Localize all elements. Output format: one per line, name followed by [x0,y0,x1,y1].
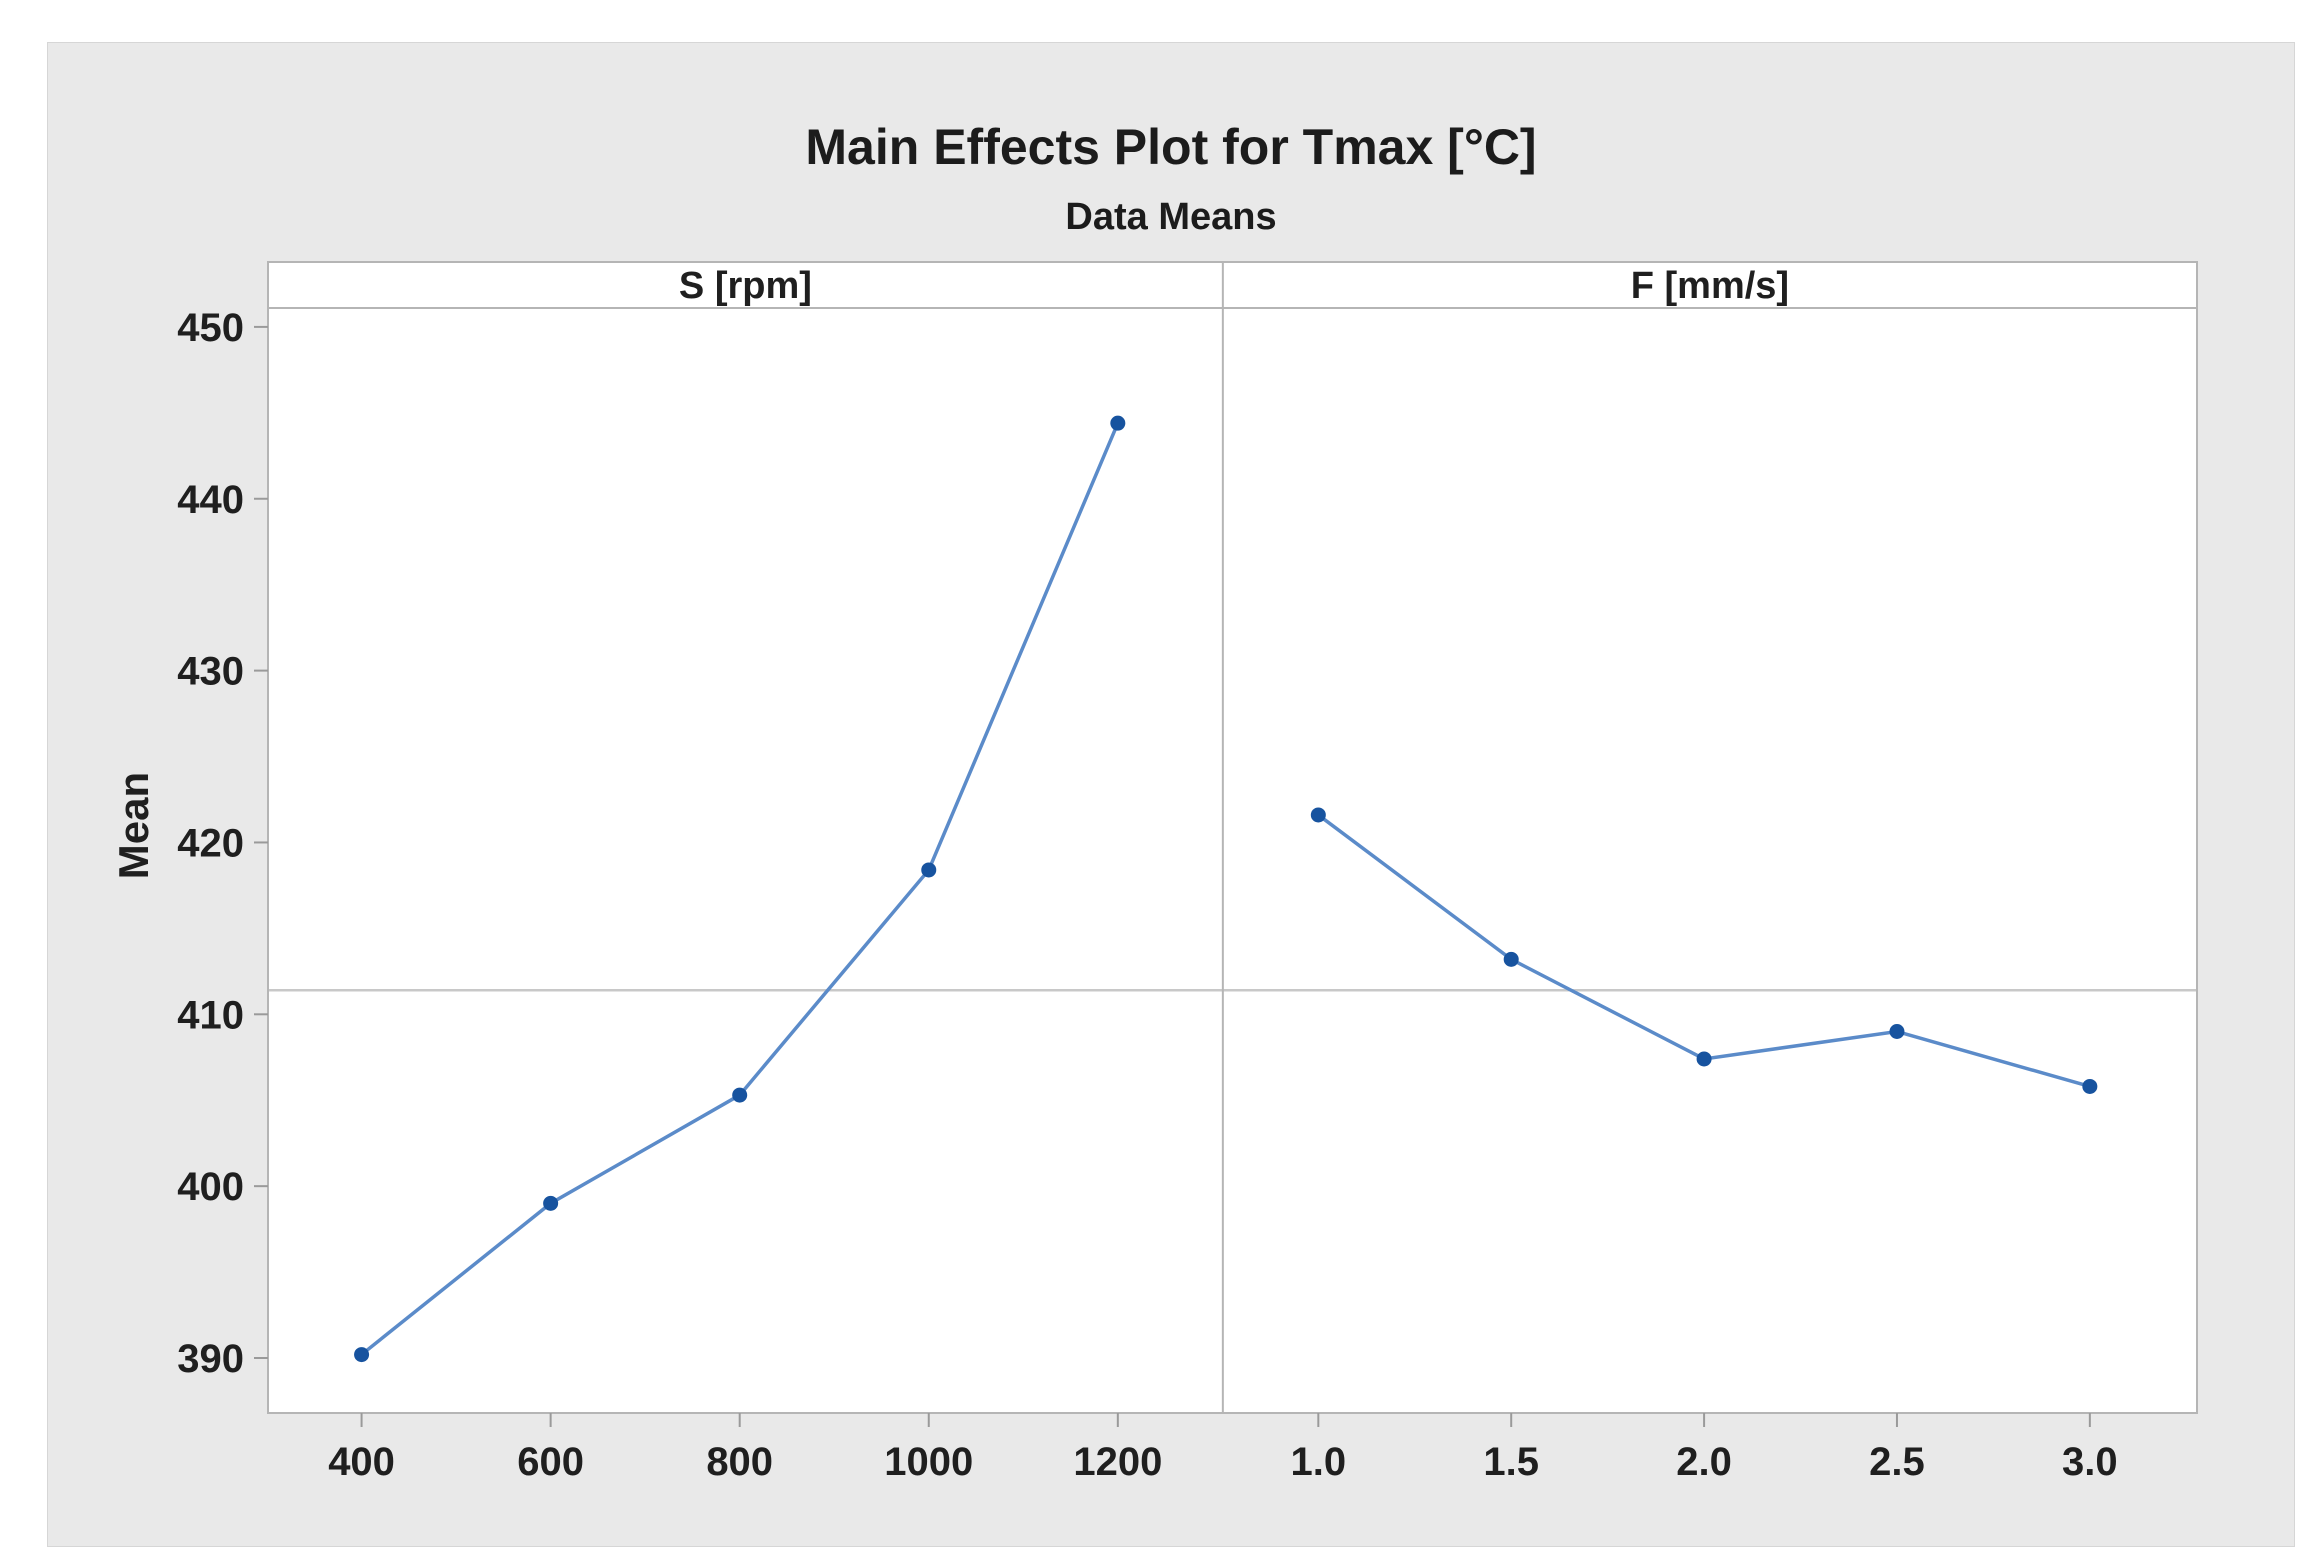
x-tick-label: 2.5 [1869,1440,1925,1484]
x-tick-label: 3.0 [2062,1440,2118,1484]
x-tick-label: 800 [706,1440,773,1484]
data-point [1696,1051,1712,1067]
chart-title: Main Effects Plot for Tmax [°C] [805,119,1537,175]
y-tick-label: 400 [177,1165,244,1209]
x-tick-label: 1.0 [1291,1440,1347,1484]
x-tick-label: 1200 [1073,1440,1162,1484]
data-point [732,1087,748,1103]
data-point [354,1347,370,1363]
data-point [921,862,937,878]
y-axis-label: Mean [110,772,157,879]
panel-header-label: F [mm/s] [1631,265,1789,307]
y-tick-label: 450 [177,306,244,350]
data-point [1889,1023,1905,1039]
data-point [1110,415,1126,431]
y-tick-label: 390 [177,1337,244,1381]
chart-subtitle: Data Means [1065,196,1277,238]
data-point [1310,807,1326,823]
y-tick-label: 420 [177,821,244,865]
plot-background [268,262,2197,1413]
x-tick-label: 1.5 [1483,1440,1539,1484]
x-tick-label: 400 [328,1440,395,1484]
data-point [543,1195,559,1211]
x-tick-label: 1000 [884,1440,973,1484]
y-tick-label: 430 [177,650,244,694]
panel-header-label: S [rpm] [679,265,812,307]
x-tick-label: 600 [517,1440,584,1484]
plot-frame [267,261,2198,1414]
y-tick-label: 440 [177,478,244,522]
x-tick-label: 2.0 [1676,1440,1732,1484]
y-tick-label: 410 [177,993,244,1037]
data-point [2082,1078,2098,1094]
data-point [1503,951,1519,967]
